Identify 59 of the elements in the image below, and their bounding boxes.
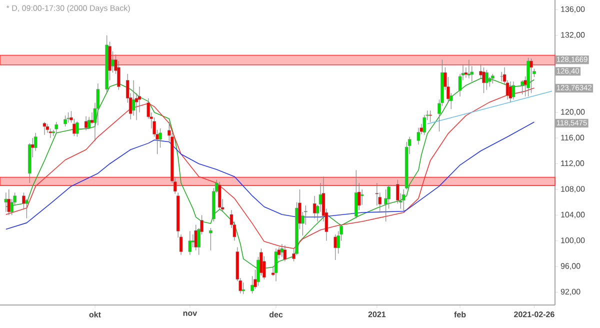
candlestick (304, 205, 308, 226)
candlestick (312, 196, 316, 219)
y-tick-label: 116,00 (561, 134, 584, 142)
candlestick (520, 80, 524, 95)
candlestick (7, 189, 11, 216)
candlestick (402, 189, 406, 212)
y-tick-label: 104,00 (561, 212, 585, 218)
candlestick (48, 128, 52, 138)
x-tick-label: feb (454, 312, 466, 318)
line-series (6, 122, 535, 230)
candlestick (72, 118, 76, 136)
candlestick (530, 58, 533, 94)
y-tick-label: 96,00 (560, 263, 580, 270)
x-tick-label: 2021-02-26 (514, 312, 554, 318)
candlestick (491, 74, 494, 84)
candlestick (416, 127, 420, 145)
candlestick (334, 234, 338, 260)
candlestick (274, 248, 278, 282)
text: * D, 09:00-17:30 (2000 Days Back) (6, 5, 130, 12)
candlestick (4, 192, 8, 212)
candlestick (242, 282, 246, 294)
candlestick (508, 81, 512, 102)
x-tick-label: nov (183, 312, 198, 316)
candlestick (482, 67, 486, 94)
candlestick (66, 112, 70, 123)
y-tick-label: 92,00 (560, 288, 580, 296)
y-tick-label: 112,00 (561, 160, 584, 168)
candlestick (318, 182, 322, 212)
y-tick-label: 136,00 (561, 6, 585, 13)
candlestick (42, 122, 46, 136)
candlestick (87, 116, 91, 130)
candlestick (354, 170, 358, 219)
y-tick-label: 120,00 (561, 109, 585, 116)
candlestick (194, 224, 198, 251)
candlestick (422, 114, 426, 136)
y-tick-label: 132,00 (561, 32, 585, 39)
candlestick (209, 228, 212, 251)
candlestick (384, 189, 388, 222)
candlestick (132, 80, 136, 116)
candlestick (280, 244, 284, 258)
candlestick (360, 189, 364, 206)
candlestick (485, 70, 488, 90)
candlestick (191, 234, 195, 248)
candlestick (467, 59, 471, 79)
candlestick (512, 81, 516, 100)
candlestick (64, 115, 67, 127)
candlestick (188, 230, 192, 256)
candlestick (76, 121, 79, 138)
x-tick-label: 2021 (368, 312, 386, 318)
x-tick-label: okt (89, 312, 101, 318)
y-tick-label: 100,00 (561, 237, 585, 244)
candlestick (90, 112, 94, 124)
y-tick-label: 108,00 (561, 186, 585, 193)
candlestick (283, 244, 287, 262)
candlestick (218, 181, 222, 210)
candlestick (428, 110, 432, 122)
candlestick (54, 122, 58, 134)
candlestick (25, 198, 28, 219)
x-tick-label: dec (269, 312, 283, 318)
